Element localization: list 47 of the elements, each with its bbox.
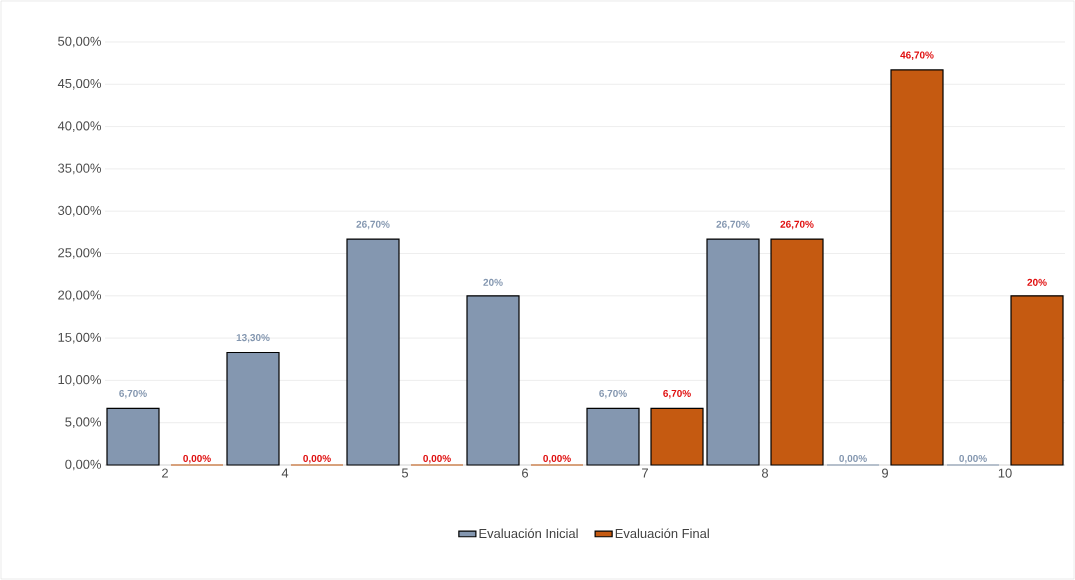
legend-label: Evaluación Inicial	[479, 528, 578, 539]
data-label: 26,70%	[716, 220, 750, 230]
y-tick-label: 50,00%	[58, 36, 102, 48]
data-label: 6,70%	[599, 389, 627, 399]
data-label: 0,00%	[183, 454, 211, 464]
bar	[650, 407, 704, 466]
data-label: 26,70%	[780, 220, 814, 230]
y-tick-label: 40,00%	[57, 121, 102, 132]
data-label: 0,00%	[423, 454, 451, 464]
data-label: 46,70%	[900, 51, 934, 60]
y-tick-label: 35,00%	[58, 163, 102, 175]
bar	[346, 238, 400, 466]
data-label: 20%	[1027, 278, 1047, 286]
y-tick-label: 25,00%	[58, 248, 102, 259]
data-label: 0,00%	[543, 454, 571, 464]
data-label: 6,70%	[663, 389, 691, 399]
data-label: 6,70%	[119, 389, 147, 399]
x-tick-label: 5	[401, 468, 409, 478]
x-tick-label: 10	[998, 468, 1012, 478]
x-tick-label: 8	[761, 468, 769, 478]
y-tick-label: 45,00%	[57, 78, 102, 90]
bar	[586, 407, 640, 466]
y-tick-label: 30,00%	[58, 205, 102, 217]
x-tick-label: 2	[162, 468, 168, 478]
bar	[466, 295, 520, 466]
x-tick-label: 4	[281, 468, 289, 478]
data-label: 0,00%	[839, 454, 867, 464]
bar	[770, 238, 824, 466]
data-label: 13,30%	[236, 334, 270, 343]
x-tick-label: 6	[522, 468, 529, 478]
bar	[1010, 295, 1064, 466]
y-tick-label: 0,00%	[65, 459, 102, 471]
bar	[706, 238, 760, 466]
y-tick-label: 15,00%	[58, 332, 102, 344]
y-tick-label: 10,00%	[58, 375, 102, 386]
data-label: 26,70%	[356, 220, 390, 230]
data-label: 20%	[483, 278, 503, 286]
y-tick-label: 5,00%	[65, 417, 102, 429]
y-tick-label: 20,00%	[58, 290, 102, 302]
bar	[890, 69, 944, 466]
data-label: 0,00%	[303, 454, 331, 464]
legend-label: Evaluación Final	[615, 528, 709, 539]
x-tick-label: 9	[882, 468, 888, 478]
x-tick-label: 7	[642, 468, 648, 478]
bar	[226, 351, 280, 466]
bar	[106, 407, 160, 466]
data-label: 0,00%	[959, 454, 987, 464]
